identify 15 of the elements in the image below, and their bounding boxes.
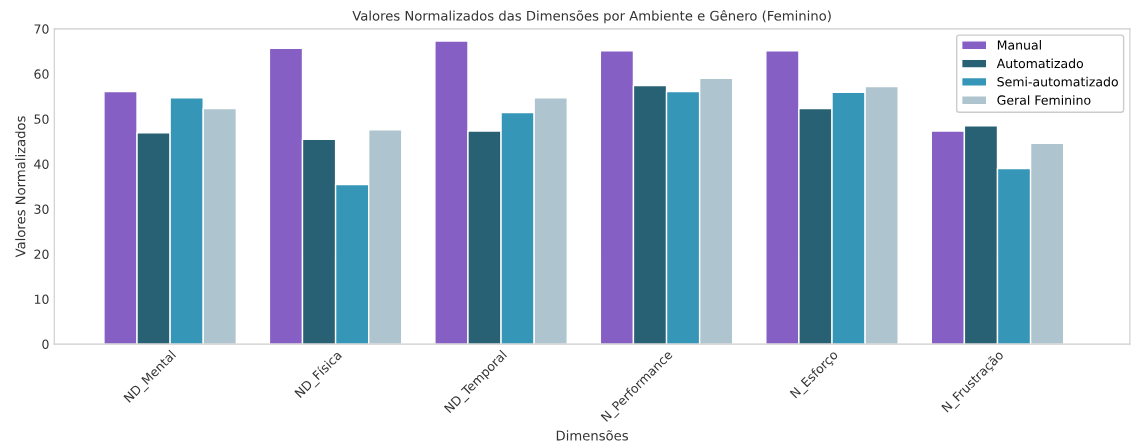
legend-label: Geral Feminino xyxy=(997,95,1091,105)
y-tick-label: 50 xyxy=(34,114,49,124)
y-tick-label: 60 xyxy=(34,69,49,79)
chart-title: Valores Normalizados das Dimensões por Ambiente e Gênero (Feminino) xyxy=(352,9,831,24)
y-tick-label: 10 xyxy=(34,294,49,304)
legend-label: Automatizado xyxy=(996,58,1084,69)
x-axis-title: Dimensões xyxy=(556,430,628,441)
y-tick-label: 20 xyxy=(34,249,49,259)
legend-label: Semi-automatizado xyxy=(997,76,1118,87)
y-tick-label: 30 xyxy=(34,204,49,214)
legend-label: Manual xyxy=(997,40,1041,50)
y-tick-label: 0 xyxy=(42,339,49,350)
y-tick-label: 40 xyxy=(34,159,49,169)
y-axis-title: Valores Normalizados xyxy=(15,116,26,258)
y-tick-label: 70 xyxy=(34,24,49,34)
